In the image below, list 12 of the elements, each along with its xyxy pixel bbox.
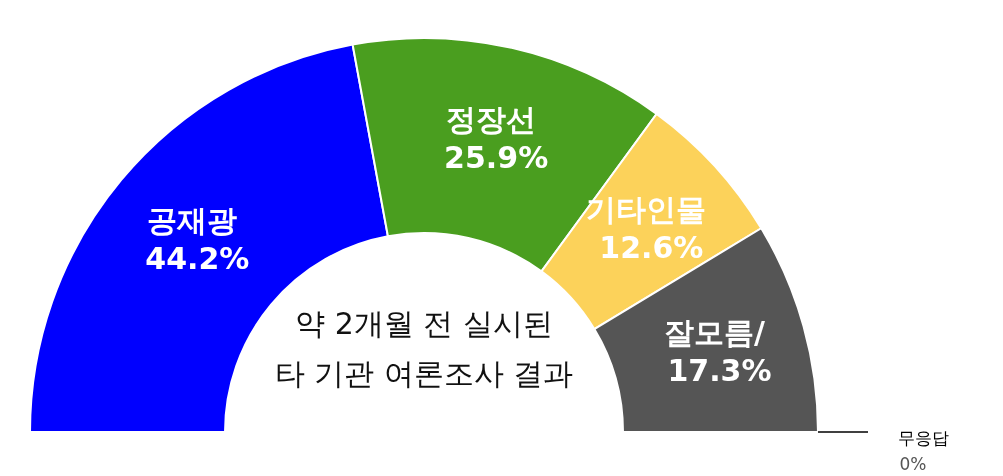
- slice-label: 기타인물: [586, 192, 707, 228]
- data-label: 25.9%: [444, 140, 549, 176]
- slice-label: 잘모름/: [663, 315, 765, 351]
- text: 약 2개월 전 실시된: [295, 306, 553, 341]
- text: 0%: [899, 454, 927, 474]
- legend-label: 무응답: [897, 428, 949, 448]
- slice-label: 공재광: [147, 203, 238, 239]
- slice-label: 정장선: [446, 102, 537, 138]
- data-label: 17.3%: [667, 353, 772, 389]
- text: 타 기관 여론조사 결과: [274, 356, 574, 391]
- data-label: 44.2%: [145, 241, 250, 277]
- data-label: 12.6%: [599, 230, 704, 266]
